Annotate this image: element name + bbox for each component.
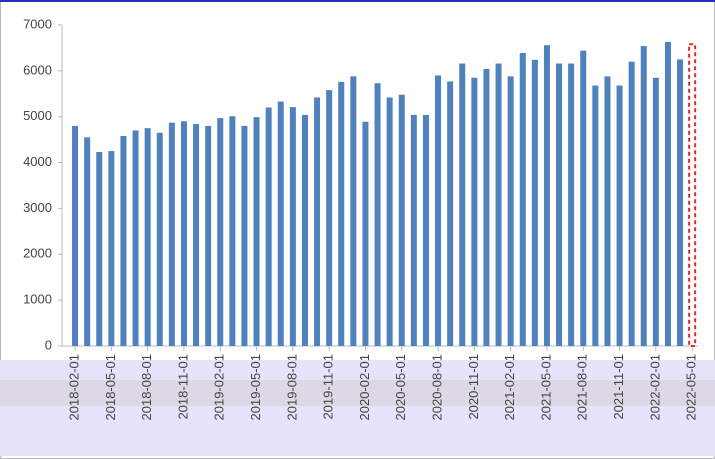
x-tick-label: 2019-11-01 <box>321 354 336 420</box>
x-tick-label: 2019-02-01 <box>212 354 227 421</box>
y-tick-label: 7000 <box>23 16 52 31</box>
bar <box>108 151 115 346</box>
bar <box>398 94 405 347</box>
bar <box>289 107 296 346</box>
x-tick-label: 2021-05-01 <box>538 354 553 421</box>
bar <box>96 152 103 346</box>
bar <box>568 63 575 347</box>
bar <box>604 76 611 347</box>
y-tick-label: 4000 <box>23 154 52 169</box>
x-tick-label: 2018-02-01 <box>66 354 81 421</box>
bar <box>664 41 671 347</box>
bar <box>338 81 345 346</box>
bar <box>688 43 697 347</box>
bar <box>580 50 587 347</box>
bar <box>168 122 175 346</box>
bar <box>265 107 272 347</box>
selection-strip <box>0 380 715 406</box>
x-tick-label: 2021-02-01 <box>502 354 517 421</box>
bar <box>422 114 429 346</box>
bar <box>386 97 393 346</box>
y-tick-label: 6000 <box>23 62 52 77</box>
x-tick-label: 2018-05-01 <box>103 354 118 421</box>
bar <box>459 63 466 347</box>
bar <box>652 77 659 346</box>
bar <box>217 118 224 346</box>
bar <box>677 59 684 347</box>
x-tick-label: 2020-08-01 <box>429 354 444 421</box>
bar <box>84 137 91 346</box>
bar <box>301 114 308 346</box>
bar <box>229 116 236 347</box>
bar <box>72 125 79 346</box>
bar <box>144 128 151 346</box>
bar <box>205 125 212 346</box>
bar <box>120 135 127 346</box>
bar <box>180 121 187 346</box>
bar <box>543 45 550 346</box>
bar <box>531 59 538 346</box>
x-tick-label: 2019-08-01 <box>284 354 299 421</box>
y-tick-label: 1000 <box>23 292 52 307</box>
x-tick-label: 2018-08-01 <box>139 354 154 421</box>
y-tick-label: 3000 <box>23 200 52 215</box>
bar <box>592 85 599 346</box>
bar <box>350 76 357 347</box>
bar <box>616 85 623 346</box>
bar <box>495 63 502 347</box>
x-tick-label: 2021-11-01 <box>611 354 626 420</box>
bar <box>314 97 321 346</box>
bar <box>519 52 526 346</box>
bar <box>447 81 454 346</box>
bar <box>193 124 200 347</box>
bar <box>241 125 248 346</box>
bar <box>374 83 381 346</box>
bar <box>507 76 514 347</box>
bar <box>640 46 647 346</box>
y-tick-label: 0 <box>45 337 52 352</box>
bar <box>410 114 417 346</box>
bar <box>483 69 490 346</box>
bar <box>362 121 369 346</box>
x-tick-label: 2019-05-01 <box>248 354 263 421</box>
x-tick-label: 2020-02-01 <box>357 354 372 421</box>
bar <box>556 63 563 347</box>
bar <box>156 132 163 346</box>
x-tick-label: 2020-05-01 <box>393 354 408 421</box>
x-tick-label: 2022-02-01 <box>647 354 662 421</box>
x-tick-label: 2021-08-01 <box>575 354 590 421</box>
y-tick-label: 2000 <box>23 246 52 261</box>
x-tick-label: 2022-05-01 <box>684 354 699 421</box>
bar <box>277 101 284 347</box>
bar <box>132 130 139 346</box>
bar <box>471 77 478 346</box>
y-tick-label: 5000 <box>23 108 52 123</box>
x-tick-label: 2018-11-01 <box>175 354 190 420</box>
bar <box>326 90 333 346</box>
bar <box>253 117 260 347</box>
selection-overlay <box>0 360 715 456</box>
bar <box>628 61 635 346</box>
bar <box>435 75 442 346</box>
x-tick-label: 2020-11-01 <box>466 354 481 420</box>
